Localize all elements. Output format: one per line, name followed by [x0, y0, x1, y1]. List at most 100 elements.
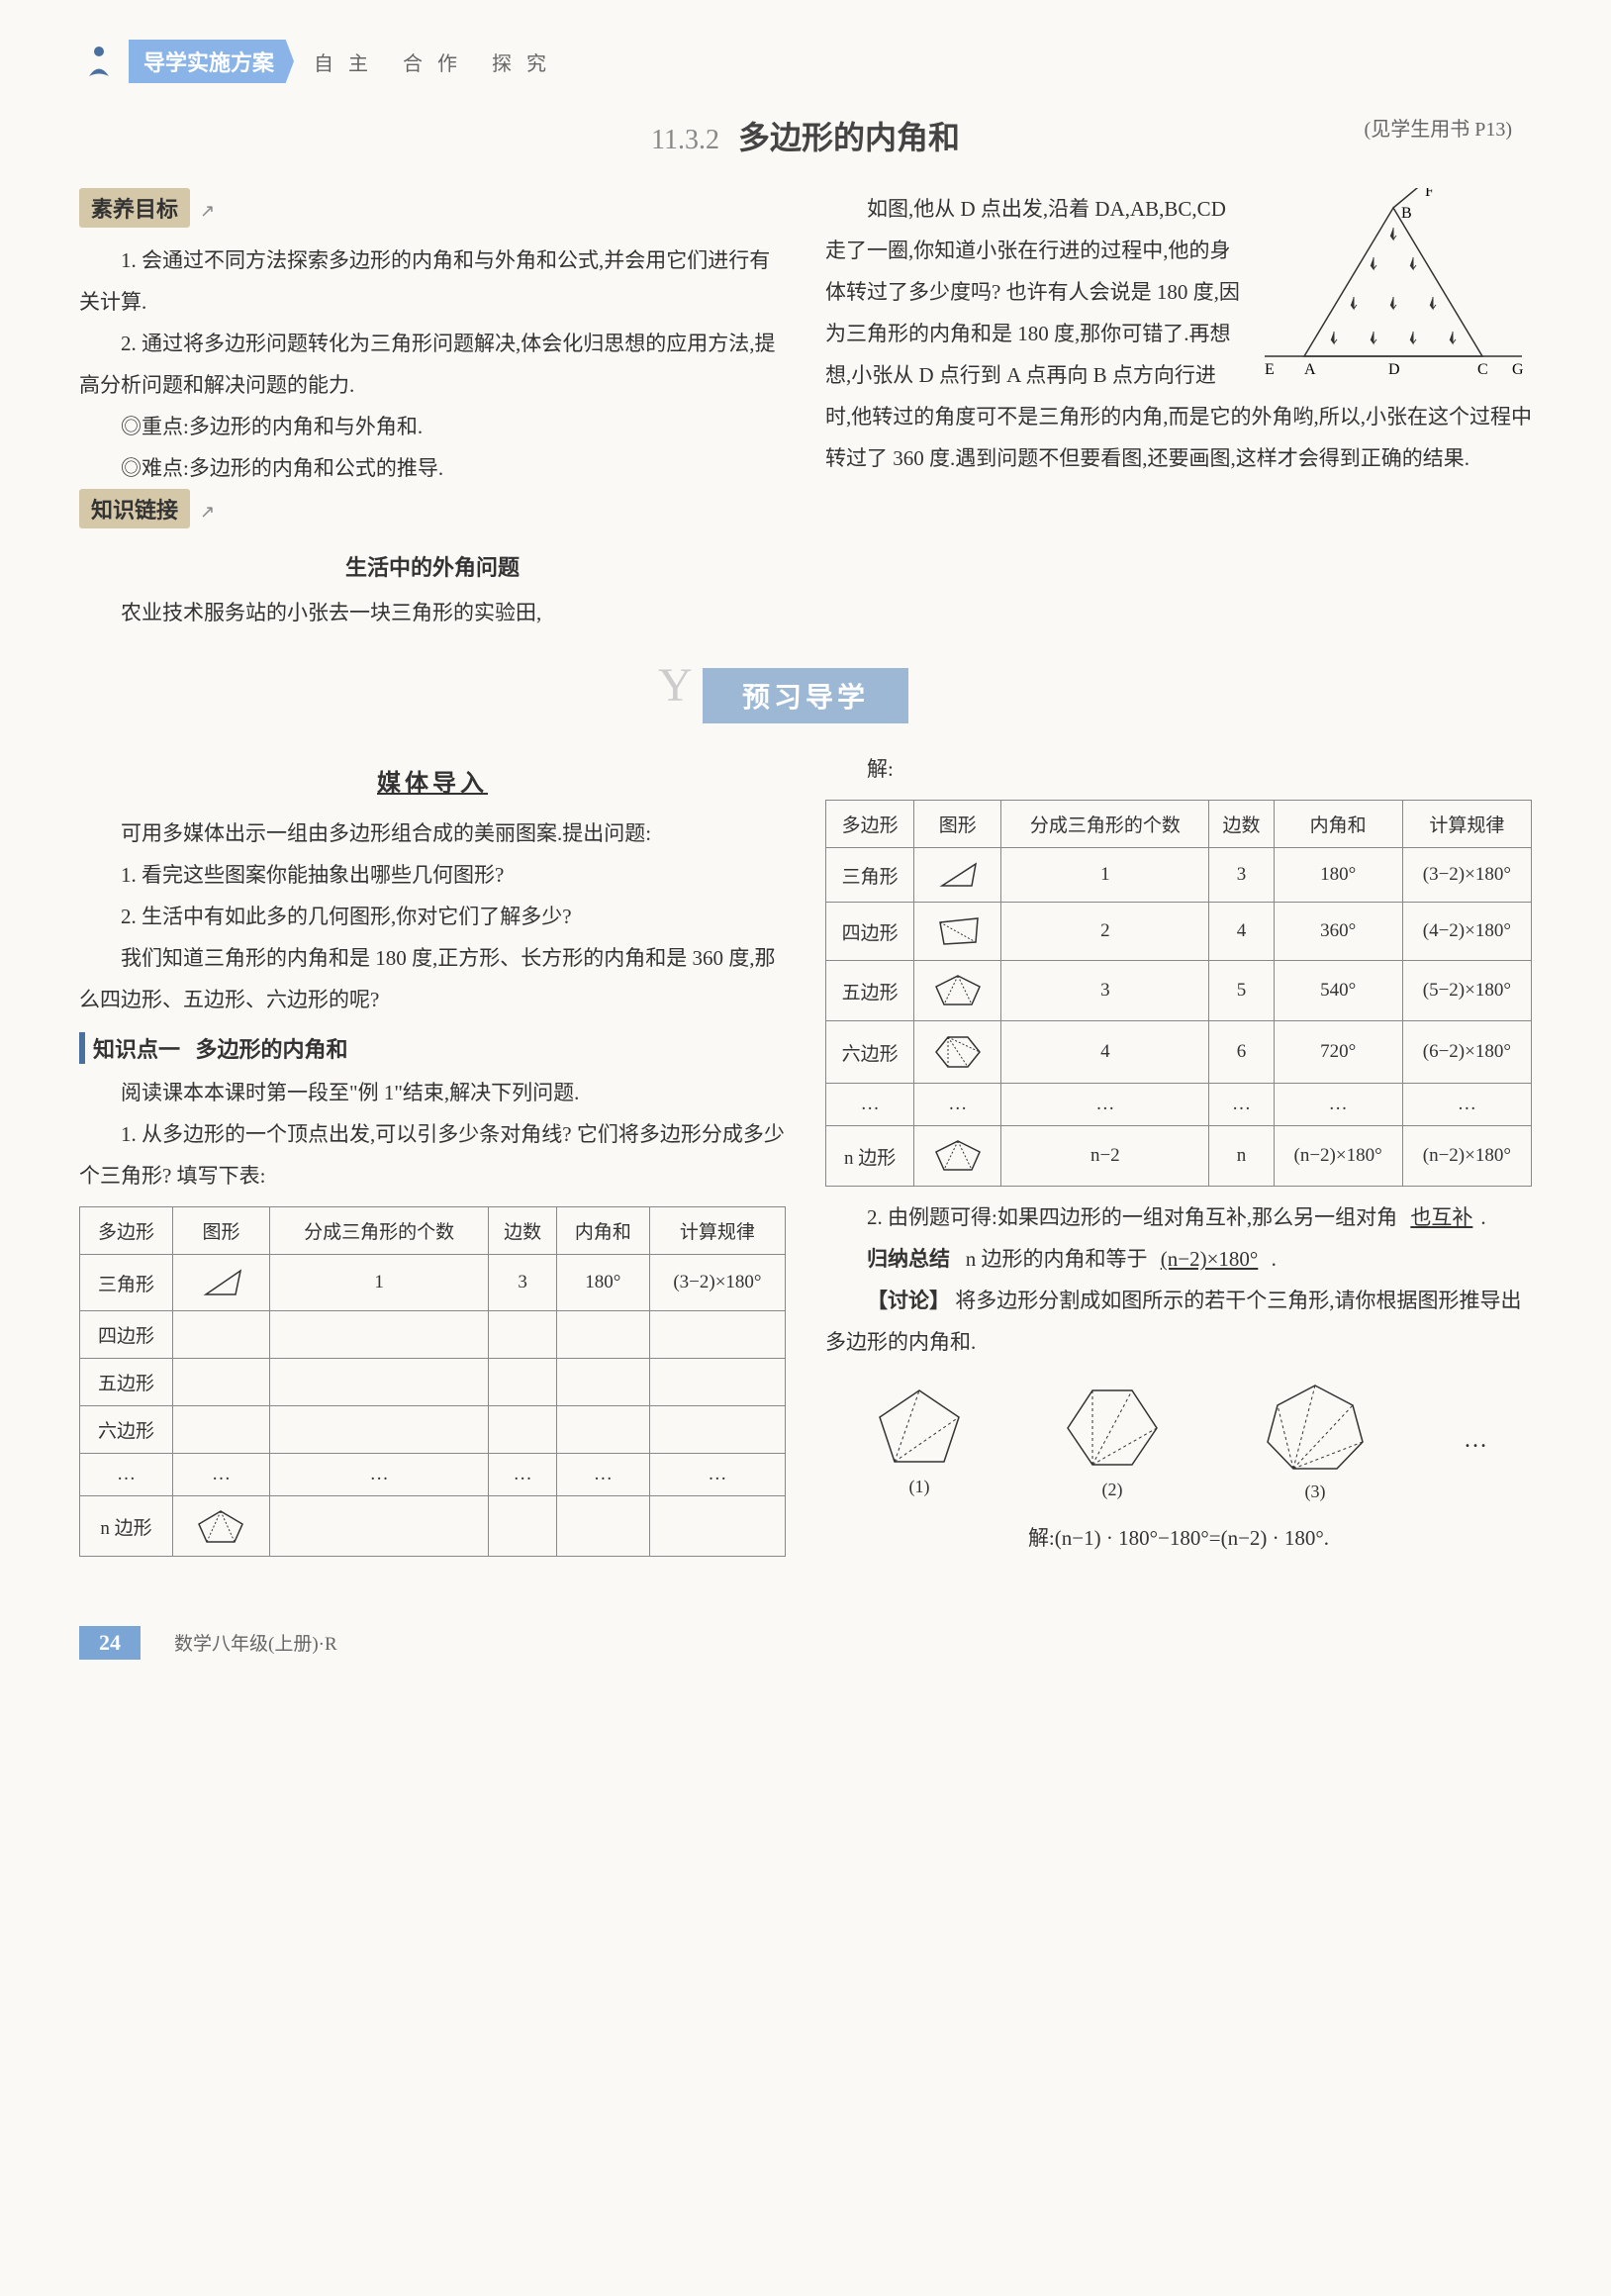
discuss-line: 【讨论】 将多边形分割成如图所示的若干个三角形,请你根据图形推导出多边形的内角和… — [825, 1280, 1532, 1363]
label-D: D — [1388, 361, 1400, 378]
fig-dots: … — [1464, 1427, 1487, 1454]
upper-columns: 素养目标 ↗ 1. 会通过不同方法探索多边形的内角和与外角和公式,并会用它们进行… — [79, 188, 1532, 633]
label-F: F — [1425, 188, 1434, 200]
cell: … — [489, 1454, 556, 1496]
cell — [172, 1406, 269, 1454]
cell — [489, 1496, 556, 1557]
media-q2: 2. 生活中有如此多的几何图形,你对它们了解多少? — [79, 896, 786, 937]
cell: (3−2)×180° — [649, 1255, 785, 1311]
label-C: C — [1477, 361, 1488, 378]
footer-book: 数学八年级(上册)·R — [174, 1634, 337, 1655]
bottom-figures: (1) (2) — [825, 1378, 1532, 1502]
q2-text: 2. 由例题可得:如果四边形的一组对角互补,那么另一组对角 也互补. — [825, 1196, 1532, 1238]
triangle-walking-diagram: E A D C G B F — [1255, 188, 1532, 386]
q2-blank: 也互补 — [1402, 1205, 1480, 1229]
table-row: 六边形 4 6 720° (6−2)×180° — [826, 1021, 1532, 1084]
th: 多边形 — [80, 1207, 173, 1255]
knowledge-point-1: 知识点一 多边形的内角和 — [79, 1020, 786, 1072]
cell — [172, 1311, 269, 1359]
hexagon-split-icon — [1058, 1381, 1167, 1475]
cell — [269, 1359, 488, 1406]
cell: (3−2)×180° — [1402, 848, 1531, 903]
cell: … — [556, 1454, 649, 1496]
fig-label-1: (1) — [870, 1477, 969, 1497]
polygon-table-filled: 多边形 图形 分成三角形的个数 边数 内角和 计算规律 三角形 1 3 180 — [825, 800, 1532, 1187]
banner-text: 预习导学 — [703, 668, 908, 723]
key-point: ◎重点:多边形的内角和与外角和. — [79, 406, 786, 447]
label-G: G — [1512, 361, 1524, 378]
knowledge-tag: 知识点一 多边形的内角和 — [79, 1032, 348, 1064]
polygon-table-blank: 多边形 图形 分成三角形的个数 边数 内角和 计算规律 三角形 1 3 180 — [79, 1206, 786, 1557]
cell: … — [914, 1084, 1001, 1126]
knowledge-tag-label: 知识点一 — [93, 1037, 180, 1062]
cell: 180° — [1274, 848, 1402, 903]
cell: … — [172, 1454, 269, 1496]
cell: 四边形 — [826, 903, 914, 961]
shape-ngon-icon — [914, 1126, 1001, 1187]
fig-3: (3) — [1256, 1378, 1374, 1502]
cell — [649, 1311, 785, 1359]
th: 计算规律 — [649, 1207, 785, 1255]
cell — [649, 1406, 785, 1454]
cell: 六边形 — [826, 1021, 914, 1084]
cell: … — [1402, 1084, 1531, 1126]
table-row: 五边形 3 5 540° (5−2)×180° — [826, 961, 1532, 1021]
label-A: A — [1304, 361, 1316, 378]
table-row: 三角形 1 3 180° (3−2)×180° — [80, 1255, 786, 1311]
th: 边数 — [489, 1207, 556, 1255]
cell: 3 — [1001, 961, 1209, 1021]
cell: (6−2)×180° — [1402, 1021, 1531, 1084]
cell: (n−2)×180° — [1274, 1126, 1402, 1187]
cell — [269, 1496, 488, 1557]
right-column-lower: 解: 多边形 图形 分成三角形的个数 边数 内角和 计算规律 三角形 — [825, 748, 1532, 1567]
table-row: n 边形 n−2 n (n−2)×180° (n−2)×180° — [826, 1126, 1532, 1187]
cell: … — [80, 1454, 173, 1496]
shape-ngon-icon — [172, 1496, 269, 1557]
cell: 540° — [1274, 961, 1402, 1021]
th: 多边形 — [826, 801, 914, 848]
header-bar: 导学实施方案 自主 合作 探究 — [79, 40, 1532, 83]
cell — [489, 1311, 556, 1359]
suyang-p2: 2. 通过将多边形问题转化为三角形问题解决,体会化归思想的应用方法,提高分析问题… — [79, 323, 786, 406]
shape-triangle-icon — [172, 1255, 269, 1311]
shape-triangle-icon — [914, 848, 1001, 903]
cell — [269, 1406, 488, 1454]
cell: 4 — [1209, 903, 1274, 961]
knowledge-intro: 阅读课本本课时第一段至"例 1"结束,解决下列问题. — [79, 1072, 786, 1113]
th: 图形 — [914, 801, 1001, 848]
cell — [556, 1359, 649, 1406]
cell: 180° — [556, 1255, 649, 1311]
media-p1: 可用多媒体出示一组由多边形组合成的美丽图案.提出问题: — [79, 813, 786, 854]
cell — [269, 1311, 488, 1359]
cell — [649, 1359, 785, 1406]
cell — [556, 1406, 649, 1454]
table-row: 四边形 — [80, 1311, 786, 1359]
suyang-tag: 素养目标 — [79, 188, 190, 228]
table-row: 六边形 — [80, 1406, 786, 1454]
cell: 1 — [1001, 848, 1209, 903]
zhishi-link-tag: 知识链接 — [79, 489, 190, 528]
q2-prefix: 2. 由例题可得:如果四边形的一组对角互补,那么另一组对角 — [867, 1205, 1397, 1229]
cell: 1 — [269, 1255, 488, 1311]
fig-answer: 解:(n−1) · 180°−180°=(n−2) · 180°. — [825, 1517, 1532, 1559]
th: 计算规律 — [1402, 801, 1531, 848]
cell: 三角形 — [80, 1255, 173, 1311]
preview-banner: 预习导学 — [79, 668, 1532, 723]
cell — [489, 1406, 556, 1454]
cell: 三角形 — [826, 848, 914, 903]
pentagon-split-1-icon — [870, 1383, 969, 1472]
label-E: E — [1265, 361, 1275, 378]
suyang-p1: 1. 会通过不同方法探索多边形的内角和与外角和公式,并会用它们进行有关计算. — [79, 239, 786, 323]
header-tag: 导学实施方案 — [129, 40, 294, 83]
th: 分成三角形的个数 — [1001, 801, 1209, 848]
cell: 3 — [1209, 848, 1274, 903]
cell: … — [269, 1454, 488, 1496]
title-reference: (见学生用书 P13) — [1365, 113, 1512, 142]
cell: … — [1209, 1084, 1274, 1126]
summary-text-a: n 边形的内角和等于 — [966, 1247, 1148, 1271]
table-row: 四边形 2 4 360° (4−2)×180° — [826, 903, 1532, 961]
heptagon-split-icon — [1256, 1378, 1374, 1477]
left-column: 素养目标 ↗ 1. 会通过不同方法探索多边形的内角和与外角和公式,并会用它们进行… — [79, 188, 786, 633]
cell — [649, 1496, 785, 1557]
th: 边数 — [1209, 801, 1274, 848]
